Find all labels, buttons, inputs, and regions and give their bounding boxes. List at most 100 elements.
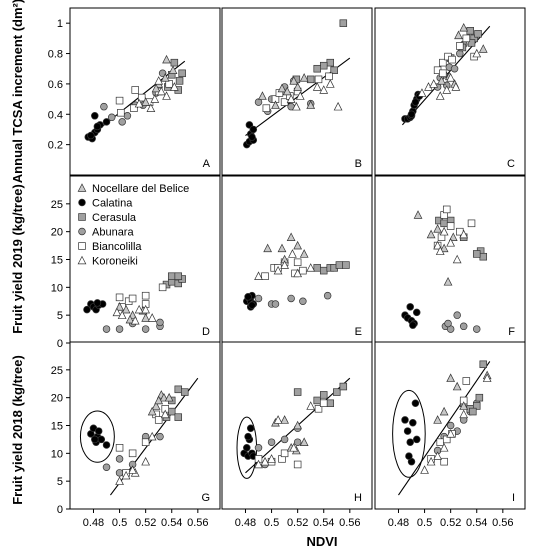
point-biancolilla: [456, 42, 464, 50]
point-nocellare-del-belice: [159, 392, 169, 402]
point-cerasula: [326, 58, 335, 67]
point-biancolilla: [448, 55, 456, 64]
point-calatina: [248, 301, 256, 309]
point-cerasula: [342, 261, 350, 269]
point-koroneiki: [134, 304, 144, 314]
point-abunara: [280, 435, 289, 444]
point-abunara: [444, 319, 452, 328]
y-tick-label: 25: [51, 365, 63, 377]
point-koroneiki: [254, 459, 263, 469]
x-tick-label: 0.52: [135, 517, 156, 529]
point-calatina: [87, 131, 95, 140]
x-axis-title: NDVI: [306, 534, 337, 549]
panel-E: E: [221, 175, 373, 344]
point-biancolilla: [440, 457, 448, 466]
point-calatina: [93, 299, 102, 307]
point-calatina: [412, 435, 421, 444]
point-nocellare-del-belice: [271, 100, 280, 109]
point-calatina: [248, 133, 256, 141]
point-biancolilla: [158, 283, 167, 292]
point-cerasula: [319, 61, 328, 70]
group-ellipse: [392, 389, 426, 478]
point-koroneiki: [288, 249, 297, 258]
legend-marker-calatina: [78, 198, 86, 207]
point-biancolilla: [314, 405, 323, 413]
point-cerasula: [167, 272, 176, 280]
point-koroneiki: [117, 310, 127, 319]
point-nocellare-del-belice: [125, 314, 135, 324]
point-koroneiki: [306, 401, 316, 410]
point-abunara: [118, 118, 126, 126]
point-nocellare-del-belice: [277, 243, 287, 253]
x-tick-label: 0.5: [264, 517, 279, 529]
point-koroneiki: [254, 271, 263, 280]
point-koroneiki: [333, 101, 343, 111]
x-tick-label: 0.52: [287, 517, 308, 529]
point-cerasula: [313, 64, 321, 73]
point-calatina: [243, 444, 251, 452]
point-nocellare-del-belice: [168, 65, 178, 74]
point-biancolilla: [467, 219, 476, 228]
point-cerasula: [333, 388, 341, 396]
point-nocellare-del-belice: [439, 406, 449, 416]
point-calatina: [249, 125, 258, 134]
y-tick-label: 20: [51, 393, 63, 405]
point-abunara: [102, 463, 111, 472]
point-abunara: [254, 444, 263, 452]
point-nocellare-del-belice: [299, 437, 309, 446]
point-biancolilla: [325, 72, 333, 81]
point-koroneiki: [439, 226, 449, 236]
point-koroneiki: [459, 409, 469, 419]
legend-entry: Koroneiki: [92, 256, 138, 268]
point-biancolilla: [462, 34, 471, 43]
panel-frame: [374, 175, 526, 344]
panel-label: A: [203, 158, 211, 170]
y-tick-label: 5: [57, 310, 63, 322]
point-koroneiki: [482, 373, 492, 382]
point-abunara: [293, 438, 302, 446]
point-koroneiki: [459, 229, 469, 239]
point-calatina: [406, 438, 414, 446]
point-biancolilla: [439, 58, 447, 67]
row-1-y-axis-title: Fruit yield 2019 (kg/tree): [10, 184, 25, 334]
point-abunara: [254, 294, 263, 303]
point-biancolilla: [293, 460, 302, 469]
point-biancolilla: [131, 86, 139, 94]
panel-frame: [374, 7, 526, 176]
x-tick-label: 0.54: [313, 517, 334, 529]
point-abunara: [299, 297, 307, 306]
row-0-y-axis-title: Annual TCSA increment (dm²): [10, 0, 25, 183]
point-biancolilla: [115, 293, 124, 302]
point-nocellare-del-belice: [115, 302, 124, 311]
point-calatina: [244, 293, 252, 301]
point-nocellare-del-belice: [277, 83, 287, 93]
point-cerasula: [293, 388, 302, 396]
point-nocellare-del-belice: [443, 277, 453, 286]
point-cerasula: [167, 407, 176, 416]
point-cerasula: [335, 261, 344, 269]
point-nocellare-del-belice: [141, 313, 151, 322]
point-biancolilla: [319, 399, 328, 407]
point-biancolilla: [130, 104, 138, 112]
point-nocellare-del-belice: [147, 406, 157, 416]
point-koroneiki: [147, 431, 157, 441]
point-calatina: [83, 305, 91, 314]
point-calatina: [401, 416, 409, 424]
point-nocellare-del-belice: [286, 232, 296, 241]
point-abunara: [156, 318, 164, 327]
point-nocellare-del-belice: [293, 82, 303, 91]
legend-marker-koroneiki: [77, 255, 87, 265]
y-tick-label: 0: [57, 504, 63, 516]
point-biancolilla: [442, 205, 451, 214]
point-cerasula: [174, 385, 183, 394]
panel-C: C: [374, 7, 526, 176]
point-koroneiki: [433, 240, 442, 250]
point-calatina: [403, 427, 412, 435]
point-nocellare-del-belice: [162, 54, 171, 64]
point-koroneiki: [435, 91, 445, 100]
point-nocellare-del-belice: [154, 395, 164, 405]
point-calatina: [102, 441, 111, 449]
point-biancolilla: [141, 438, 150, 446]
point-cerasula: [174, 413, 183, 421]
